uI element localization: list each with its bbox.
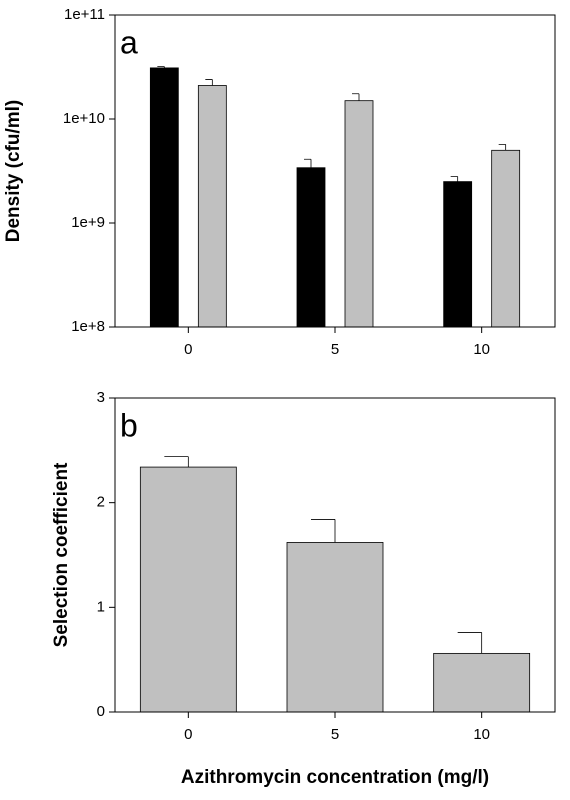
error-bar xyxy=(352,93,360,101)
x-tick-label: 5 xyxy=(331,726,339,743)
error-bar xyxy=(311,519,336,543)
error-bar xyxy=(157,66,165,68)
x-tick-label: 10 xyxy=(473,726,490,743)
y-tick-label: 1e+9 xyxy=(71,214,105,231)
bar xyxy=(296,167,326,328)
x-tick-label: 0 xyxy=(184,726,192,743)
y-axis-label: Density (cfu/ml) xyxy=(3,100,24,243)
bar xyxy=(286,542,384,713)
y-tick-label: 1e+11 xyxy=(64,6,105,23)
error-bar xyxy=(457,632,483,654)
plot-frame xyxy=(114,397,556,713)
error-bar xyxy=(205,79,213,86)
error-bar xyxy=(304,158,312,168)
bar xyxy=(149,67,179,328)
error-bar xyxy=(164,456,189,468)
plot-frame xyxy=(114,14,556,328)
y-tick-label: 1e+10 xyxy=(63,110,105,127)
panel-label: b xyxy=(120,407,138,443)
y-tick-label: 3 xyxy=(97,389,105,406)
x-axis-label: Azithromycin concentration (mg/l) xyxy=(181,767,489,788)
y-axis-label: Selection coefficient xyxy=(51,462,72,647)
y-tick-label: 0 xyxy=(97,703,105,720)
x-tick-label: 10 xyxy=(473,341,490,358)
y-tick-label: 1 xyxy=(97,598,105,615)
x-tick-label: 0 xyxy=(184,341,192,358)
bar xyxy=(197,85,227,328)
panel-label: a xyxy=(120,24,138,60)
x-tick-label: 5 xyxy=(331,341,339,358)
bar xyxy=(344,100,374,328)
bar xyxy=(443,181,473,328)
bar xyxy=(491,149,521,328)
bar xyxy=(433,652,531,713)
error-bar xyxy=(450,176,459,182)
bar xyxy=(139,466,237,713)
y-tick-label: 2 xyxy=(97,494,105,511)
y-tick-label: 1e+8 xyxy=(71,318,105,335)
error-bar xyxy=(498,143,507,151)
